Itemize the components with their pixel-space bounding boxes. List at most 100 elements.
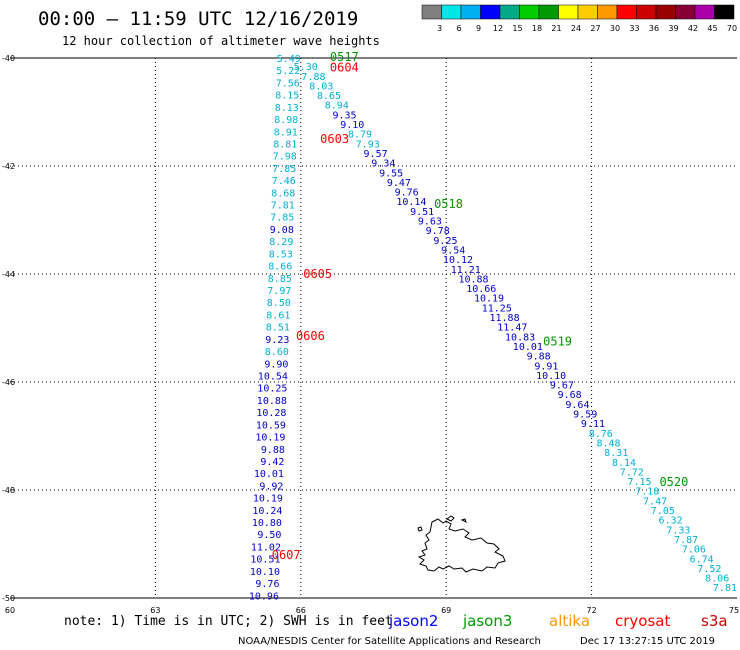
scale-swatch [636, 4, 657, 20]
swh-value-label: 8.85 [268, 274, 292, 285]
scale-swatch [499, 4, 520, 20]
swh-value-label: 9.11 [581, 419, 605, 430]
swh-value-label: 7.81 [271, 201, 295, 212]
satellite-legend-item: jason3 [462, 612, 512, 630]
pass-time-label: 0606 [296, 329, 325, 343]
swh-value-label: 7.72 [620, 467, 644, 478]
y-tick-label: -42 [2, 162, 15, 171]
altimeter-tracks: 5.495.227.568.158.138.988.918.817.987.85… [249, 54, 737, 602]
swh-value-label: 9.51 [410, 207, 434, 218]
swh-value-label: 7.47 [643, 496, 667, 507]
y-tick-label: -48 [2, 486, 15, 495]
scale-label: 45 [707, 24, 717, 33]
y-tick-label: -40 [2, 54, 15, 63]
chart-title: 00:00 – 11:59 UTC 12/16/2019 [38, 8, 358, 30]
swh-value-label: 9.08 [270, 225, 294, 236]
swh-value-label: 9.90 [264, 359, 288, 370]
swh-value-label: 10.24 [252, 506, 282, 517]
scale-label: 27 [590, 24, 600, 33]
swh-value-label: 7.88 [301, 72, 325, 83]
swh-value-label: 10.66 [466, 284, 496, 295]
swh-value-label: 9.23 [265, 335, 289, 346]
scale-swatch [675, 4, 696, 20]
swh-value-label: 10.88 [257, 396, 287, 407]
swh-value-label: 9.76 [395, 188, 419, 199]
swh-value-label: 7.33 [666, 525, 690, 536]
y-tick-label: -46 [2, 378, 15, 387]
swh-value-label: 7.98 [273, 152, 297, 163]
swh-value-label: 6.32 [659, 516, 683, 527]
swh-value-label: 10.54 [258, 371, 288, 382]
swh-value-label: 6.74 [690, 554, 714, 565]
swh-value-label: 7.46 [272, 176, 296, 187]
swh-value-label: 8.48 [596, 438, 620, 449]
scale-label: 30 [610, 24, 620, 33]
x-tick-label: 66 [296, 606, 306, 615]
swh-value-label: 7.18 [635, 487, 659, 498]
scale-label: 36 [649, 24, 659, 33]
swh-value-label: 8.76 [589, 429, 613, 440]
scale-swatch [538, 4, 559, 20]
chart-subtitle: 12 hour collection of altimeter wave hei… [62, 34, 380, 48]
swh-value-label: 10.01 [513, 342, 543, 353]
swh-value-label: 10.83 [505, 332, 535, 343]
y-tick-label: -44 [2, 270, 15, 279]
swh-value-label: 7.15 [628, 477, 652, 488]
scale-label: 9 [476, 24, 481, 33]
scale-label: 3 [437, 24, 442, 33]
swh-value-label: 8.13 [275, 103, 299, 114]
swh-value-label: 9.42 [260, 457, 284, 468]
swh-value-label: 9.54 [441, 245, 465, 256]
swh-value-label: 8.81 [273, 139, 297, 150]
swh-value-label: 9.91 [534, 361, 558, 372]
scale-label: 6 [456, 24, 461, 33]
swh-value-label: 8.66 [268, 262, 292, 273]
swh-value-label: 10.01 [254, 469, 284, 480]
swh-value-label: 8.65 [317, 91, 341, 102]
swh-value-label: 10.19 [253, 494, 283, 505]
scale-swatch [714, 4, 735, 20]
satellite-legend-item: jason2 [388, 612, 438, 630]
swh-value-label: 8.06 [705, 574, 729, 585]
swh-value-label: 7.56 [276, 78, 300, 89]
swh-value-label: 8.14 [612, 458, 636, 469]
footer-credit: NOAA/NESDIS Center for Satellite Applica… [238, 636, 541, 647]
x-tick-label: 72 [587, 606, 597, 615]
x-tick-label: 60 [5, 606, 15, 615]
swh-value-label: 9.25 [433, 236, 457, 247]
swh-value-label: 11.02 [251, 542, 281, 553]
scale-swatch [480, 4, 501, 20]
swh-value-label: 11.47 [497, 323, 527, 334]
scale-label: 18 [532, 24, 542, 33]
island-shape [417, 515, 506, 573]
swh-value-label: 7.05 [651, 506, 675, 517]
swh-value-label: 8.98 [274, 115, 298, 126]
swh-value-label: 7.93 [356, 139, 380, 150]
swh-value-label: 7.85 [272, 164, 296, 175]
swh-value-label: 9.35 [332, 110, 356, 121]
swh-value-label: 9.55 [379, 168, 403, 179]
scale-label: 42 [688, 24, 698, 33]
swh-value-label: 10.10 [250, 567, 280, 578]
scale-label: 24 [571, 24, 581, 33]
swh-value-label: 9.92 [259, 481, 283, 492]
swh-value-label: 9.88 [261, 445, 285, 456]
scale-swatch [616, 4, 637, 20]
swh-value-label: 10.96 [249, 591, 279, 602]
pass-time-label: 0607 [272, 548, 301, 562]
swh-value-label: 7.85 [270, 213, 294, 224]
pass-time-label: 0603 [320, 132, 349, 146]
swh-value-label: 5.49 [277, 54, 301, 65]
scale-label: 39 [668, 24, 678, 33]
swh-value-label: 10.59 [256, 420, 286, 431]
swh-value-label: 8.03 [309, 81, 333, 92]
footer-note: note: 1) Time is in UTC; 2) SWH is in fe… [64, 614, 393, 629]
swh-value-label: 10.80 [252, 518, 282, 529]
pass-time-label: 0517 [330, 50, 359, 64]
swh-value-label: 10.28 [256, 408, 286, 419]
swh-value-label: 9.76 [255, 579, 279, 590]
scale-swatch [694, 4, 715, 20]
